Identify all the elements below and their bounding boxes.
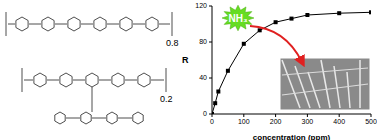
svg-text:0: 0 [203,110,207,117]
svg-text:R: R [182,55,189,65]
svg-text:500: 500 [365,118,369,125]
svg-text:0.2: 0.2 [160,94,173,104]
svg-text:400: 400 [333,118,345,125]
svg-text:80: 80 [199,38,207,45]
svg-text:100: 100 [238,118,250,125]
svg-text:0: 0 [210,118,214,125]
svg-text:120: 120 [195,2,207,9]
svg-text:40: 40 [199,74,207,81]
svg-text:NH₃: NH₃ [228,13,247,24]
svg-text:concentration (ppm): concentration (ppm) [253,133,331,140]
svg-text:0.8: 0.8 [166,38,179,48]
svg-text:200: 200 [270,118,282,125]
svg-text:300: 300 [302,118,314,125]
